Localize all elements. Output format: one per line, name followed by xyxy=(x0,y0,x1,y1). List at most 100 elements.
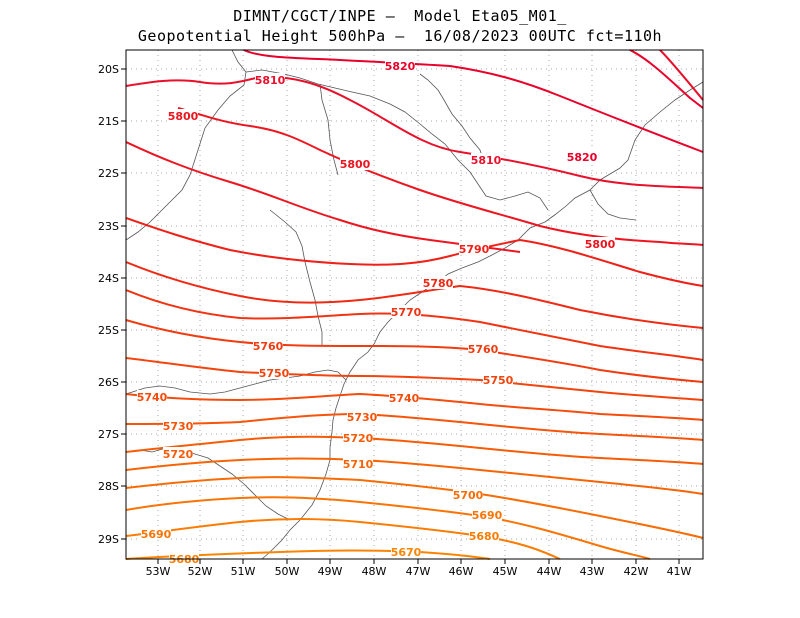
contour-line-5690 xyxy=(125,496,651,560)
x-tick-label: 47W xyxy=(406,565,431,578)
contour-label: 5800 xyxy=(168,110,199,123)
x-tick-label: 50W xyxy=(275,565,300,578)
contour-label-bg xyxy=(389,391,419,404)
chart-subtitle: Geopotential Height 500hPa – 16/08/2023 … xyxy=(137,27,663,45)
x-tick-label: 46W xyxy=(449,565,474,578)
contour-line-5800 xyxy=(177,107,704,246)
lat-lon-grid xyxy=(126,50,703,559)
coastline-segment xyxy=(419,73,485,163)
contour-label: 5740 xyxy=(137,391,168,404)
y-tick-label: 24S xyxy=(98,272,119,285)
contour-label: 5800 xyxy=(585,238,616,251)
contour-label: 5750 xyxy=(259,367,290,380)
coastline-segment xyxy=(544,81,704,223)
contour-label: 5730 xyxy=(347,411,378,424)
contour-label-bg xyxy=(385,59,415,72)
contour-line-5790 xyxy=(125,217,704,287)
contour-label-bg xyxy=(137,390,167,403)
x-tick-label: 41W xyxy=(667,565,692,578)
contour-line-5730 xyxy=(125,412,704,441)
contour-line-5760 xyxy=(125,319,704,383)
contour-line-5720 xyxy=(125,435,704,465)
contour-label-bg xyxy=(453,488,483,501)
contour-line-5800 xyxy=(125,141,521,253)
contour-label-bg xyxy=(255,73,285,86)
contour-label: 5800 xyxy=(340,158,371,171)
contour-lines xyxy=(125,49,704,560)
contour-label-bg xyxy=(585,237,615,250)
coastline-segment xyxy=(589,189,637,221)
contour-label: 5790 xyxy=(459,243,490,256)
chart-title: DIMNT/CGCT/INPE – Model Eta05_M01_ xyxy=(233,7,567,25)
contour-label-bg xyxy=(468,342,498,355)
contour-label: 5820 xyxy=(567,151,598,164)
coastline-segment xyxy=(125,369,347,395)
x-tick-label: 43W xyxy=(580,565,605,578)
contour-label-bg xyxy=(259,366,289,379)
contour-label: 5770 xyxy=(391,306,422,319)
y-tick-label: 21S xyxy=(98,115,119,128)
contour-label-bg xyxy=(343,457,373,470)
x-tick-label: 48W xyxy=(362,565,387,578)
contour-line-5740 xyxy=(125,392,704,421)
contour-label: 5760 xyxy=(468,343,499,356)
y-tick-label: 23S xyxy=(98,220,119,233)
y-tick-label: 26S xyxy=(98,376,119,389)
contour-label-bg xyxy=(459,242,489,255)
y-tick-label: 25S xyxy=(98,324,119,337)
coastline-segment xyxy=(319,83,339,176)
contour-label-bg xyxy=(567,150,597,163)
contour-label-bg xyxy=(483,373,513,386)
x-tick-label: 44W xyxy=(537,565,562,578)
contour-line-5810 xyxy=(125,76,704,189)
coastline-segment xyxy=(269,209,323,346)
contour-label: 5810 xyxy=(471,154,502,167)
contour-label-bg xyxy=(253,339,283,352)
longitude-axis: 53W 52W 51W 50W 49W 48W 47W 46W 45W 44W 43W 42W 41W xyxy=(146,559,692,578)
contour-line-5770 xyxy=(125,289,704,361)
contour-label: 5740 xyxy=(389,392,420,405)
map-frame xyxy=(125,49,704,560)
contour-label: 5760 xyxy=(253,340,284,353)
contour-label: 5750 xyxy=(483,374,514,387)
x-tick-label: 53W xyxy=(146,565,171,578)
y-tick-label: 22S xyxy=(98,167,119,180)
contour-line-5820 xyxy=(629,49,704,109)
contour-label-bg xyxy=(391,545,421,558)
contour-label: 5780 xyxy=(423,277,454,290)
coastline-segment xyxy=(125,49,247,241)
contour-label: 5710 xyxy=(343,458,374,471)
contour-label: 5720 xyxy=(163,448,194,461)
contour-line-5810 xyxy=(659,49,704,101)
contour-label-bg xyxy=(391,305,421,318)
x-tick-label: 42W xyxy=(624,565,649,578)
contour-label: 5680 xyxy=(469,530,500,543)
x-tick-label: 49W xyxy=(318,565,343,578)
contour-label: 5670 xyxy=(391,546,422,559)
contour-line-5820 xyxy=(243,49,704,153)
contour-label-bg xyxy=(343,431,373,444)
contour-line-5680 xyxy=(125,518,561,560)
coastline-segment xyxy=(245,69,549,211)
contour-line-5710 xyxy=(125,457,704,495)
latitude-axis: 20S 21S 22S 23S 24S 25S 26S 27S 28S 29S xyxy=(98,63,126,546)
contour-label: 5720 xyxy=(343,432,374,445)
contour-label: 5820 xyxy=(385,60,416,73)
y-tick-label: 28S xyxy=(98,480,119,493)
contour-line-5750 xyxy=(125,357,704,401)
contour-label-bg xyxy=(141,527,171,540)
x-tick-label: 51W xyxy=(231,565,256,578)
x-tick-label: 45W xyxy=(493,565,518,578)
contour-label-bg xyxy=(469,529,499,542)
contour-label-bg xyxy=(471,153,501,166)
contour-label-bg xyxy=(472,508,502,521)
contour-line-5780 xyxy=(125,261,704,329)
contour-label-bg xyxy=(423,276,453,289)
contour-label: 5690 xyxy=(141,528,172,541)
contour-label: 5700 xyxy=(453,489,484,502)
contour-label-bg xyxy=(347,410,377,423)
contour-label-bg xyxy=(163,447,193,460)
contour-label: 5690 xyxy=(472,509,503,522)
coastline xyxy=(125,49,704,560)
contour-labels: 5820 5820 5810 5810 5800 5800 5800 5790 5780 5770… xyxy=(137,59,616,566)
